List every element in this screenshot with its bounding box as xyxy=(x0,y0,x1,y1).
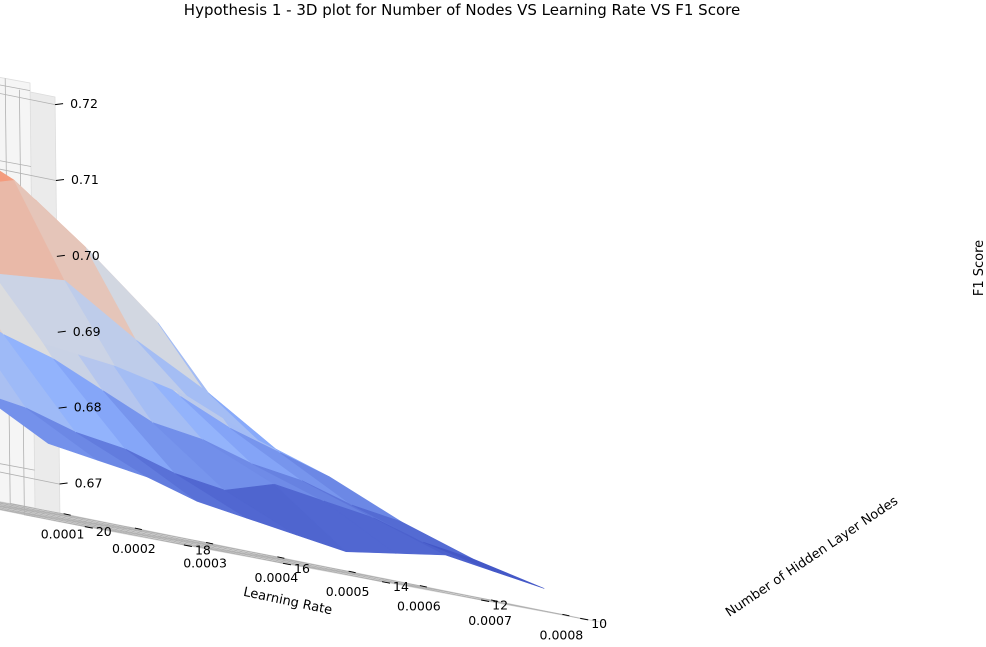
z-tick-label: 0.70 xyxy=(72,248,100,263)
x-grid-line xyxy=(0,508,499,602)
z-tick-label: 0.68 xyxy=(74,400,102,415)
y-axis-label: Number of Hidden Layer Nodes xyxy=(723,494,901,621)
x-tick-mark xyxy=(277,556,285,559)
x-tick-label: 0.0001 xyxy=(41,527,85,542)
x-tick-label: 0.0003 xyxy=(183,555,227,570)
y-tick-label: 10 xyxy=(591,616,607,631)
x-axis-label: Learning Rate xyxy=(242,585,334,618)
x-tick-label: 0.0005 xyxy=(326,584,370,599)
y-grid-line xyxy=(0,504,383,583)
x-tick-label: 0.0002 xyxy=(112,541,156,556)
y-tick-label: 12 xyxy=(492,598,508,613)
y-tick-label: 18 xyxy=(195,543,211,558)
x-tick-label: 0.0008 xyxy=(540,627,584,642)
x-tick-mark xyxy=(419,585,427,588)
axis-ticks: 0.0001 0.0002 0.0003 0.0004 0.0005 0.0006 0.00… xyxy=(41,96,607,642)
surface xyxy=(0,170,545,589)
y-tick-mark xyxy=(183,544,192,547)
x-tick-label: 0.0007 xyxy=(468,613,512,628)
z-tick-label: 0.69 xyxy=(73,324,101,339)
x-grid-line xyxy=(0,507,427,588)
surface-patch xyxy=(423,541,545,589)
y-tick-label: 14 xyxy=(393,579,409,594)
z-tick-mark xyxy=(57,330,66,333)
y-tick-mark xyxy=(84,526,93,529)
x-tick-label: 0.0006 xyxy=(397,599,441,614)
y-tick-mark xyxy=(381,581,391,584)
y-tick-mark xyxy=(481,599,490,603)
z-tick-label: 0.72 xyxy=(70,96,98,111)
y-tick-label: 20 xyxy=(96,524,112,539)
z-tick-label: 0.67 xyxy=(75,476,103,491)
chart-title: Hypothesis 1 - 3D plot for Number of Nod… xyxy=(184,1,740,19)
z-tick-mark xyxy=(56,254,65,257)
y-tick-mark xyxy=(580,617,589,621)
x-tick-mark xyxy=(63,513,71,516)
x-grid-line xyxy=(0,506,356,574)
z-tick-mark xyxy=(55,178,65,181)
z-tick-mark xyxy=(55,103,64,106)
y-grid-line xyxy=(0,502,482,601)
y-tick-label: 16 xyxy=(294,561,310,576)
z-axis-label: F1 Score xyxy=(972,240,986,296)
x-tick-label: 0.0004 xyxy=(255,570,299,585)
y-grid-line xyxy=(0,505,284,564)
z-tick-mark xyxy=(59,482,68,485)
x-tick-mark xyxy=(562,613,570,617)
y-tick-mark xyxy=(282,562,292,566)
x-tick-mark xyxy=(206,541,214,545)
x-tick-mark xyxy=(348,570,356,574)
x-tick-mark xyxy=(491,599,499,602)
z-tick-mark xyxy=(58,406,67,409)
x-tick-mark xyxy=(134,527,142,531)
z-tick-label: 0.71 xyxy=(71,172,99,187)
x-grid-line xyxy=(0,504,214,545)
x-grid-line xyxy=(0,505,285,559)
